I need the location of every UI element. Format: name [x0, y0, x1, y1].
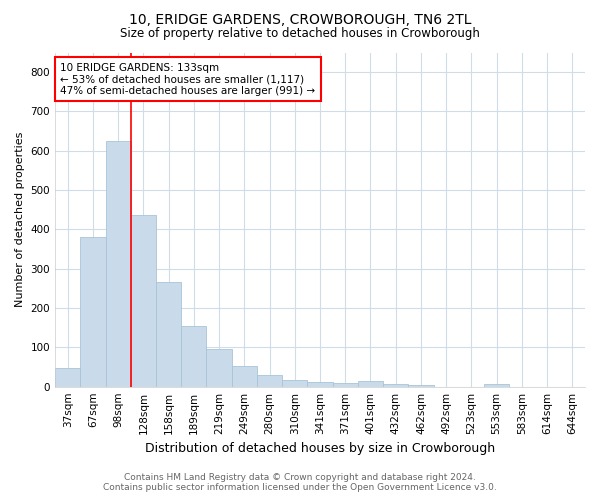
Bar [383, 384, 409, 386]
Bar [282, 380, 307, 386]
Text: 10 ERIDGE GARDENS: 133sqm
← 53% of detached houses are smaller (1,117)
47% of se: 10 ERIDGE GARDENS: 133sqm ← 53% of detac… [61, 62, 316, 96]
Bar [80, 238, 106, 386]
Bar [181, 326, 206, 386]
Text: 10, ERIDGE GARDENS, CROWBOROUGH, TN6 2TL: 10, ERIDGE GARDENS, CROWBOROUGH, TN6 2TL [129, 12, 471, 26]
X-axis label: Distribution of detached houses by size in Crowborough: Distribution of detached houses by size … [145, 442, 495, 455]
Bar [131, 215, 156, 386]
Text: Contains HM Land Registry data © Crown copyright and database right 2024.
Contai: Contains HM Land Registry data © Crown c… [103, 473, 497, 492]
Bar [55, 368, 80, 386]
Bar [307, 382, 332, 386]
Bar [106, 141, 131, 386]
Bar [484, 384, 509, 386]
Y-axis label: Number of detached properties: Number of detached properties [15, 132, 25, 308]
Bar [332, 382, 358, 386]
Bar [156, 282, 181, 387]
Text: Size of property relative to detached houses in Crowborough: Size of property relative to detached ho… [120, 28, 480, 40]
Bar [257, 375, 282, 386]
Bar [206, 349, 232, 387]
Bar [409, 385, 434, 386]
Bar [232, 366, 257, 386]
Bar [358, 381, 383, 386]
